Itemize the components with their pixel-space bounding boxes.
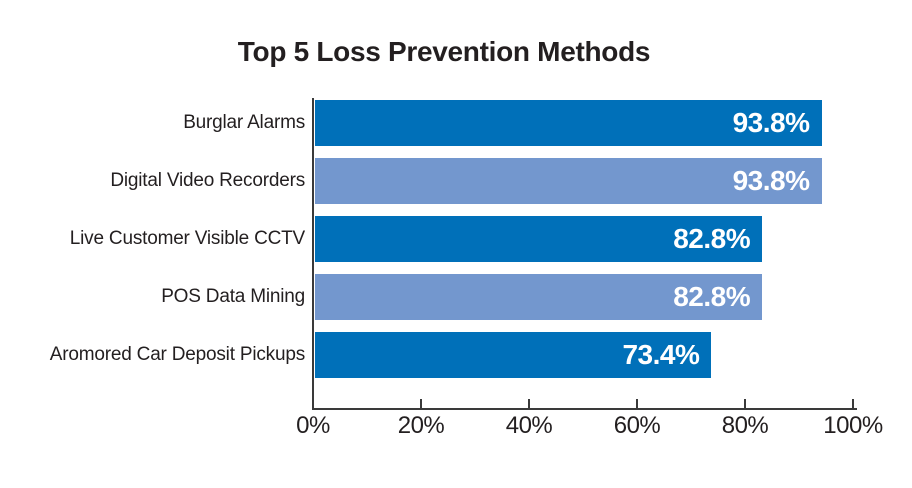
bar-burglar-alarms: 93.8% xyxy=(315,100,822,146)
category-label: Live Customer Visible CCTV xyxy=(69,228,305,249)
bar-value-label: 82.8% xyxy=(673,281,751,312)
category-label: Aromored Car Deposit Pickups xyxy=(49,344,305,365)
bar-digital-video-recorders: 93.8% xyxy=(315,158,822,204)
x-axis-line xyxy=(312,408,857,410)
category-label: Burglar Alarms xyxy=(183,112,305,133)
bar-value-label: 73.4% xyxy=(622,339,700,370)
category-label: Digital Video Recorders xyxy=(110,170,305,191)
y-axis-line xyxy=(312,98,314,410)
category-label: POS Data Mining xyxy=(161,286,305,307)
bar-live-customer-visible-cctv: 82.8% xyxy=(315,216,763,262)
chart-title: Top 5 Loss Prevention Methods xyxy=(237,36,651,67)
bar-aromored-car-deposit-pickups: 73.4% xyxy=(315,332,712,378)
bar-value-label: 93.8% xyxy=(732,107,810,138)
bar-pos-data-mining: 82.8% xyxy=(315,274,763,320)
bar-value-label: 93.8% xyxy=(732,165,810,196)
plot-area: 93.8% 93.8% 82.8% 82.8% 73.4% xyxy=(315,0,855,488)
bar-value-label: 82.8% xyxy=(673,223,751,254)
